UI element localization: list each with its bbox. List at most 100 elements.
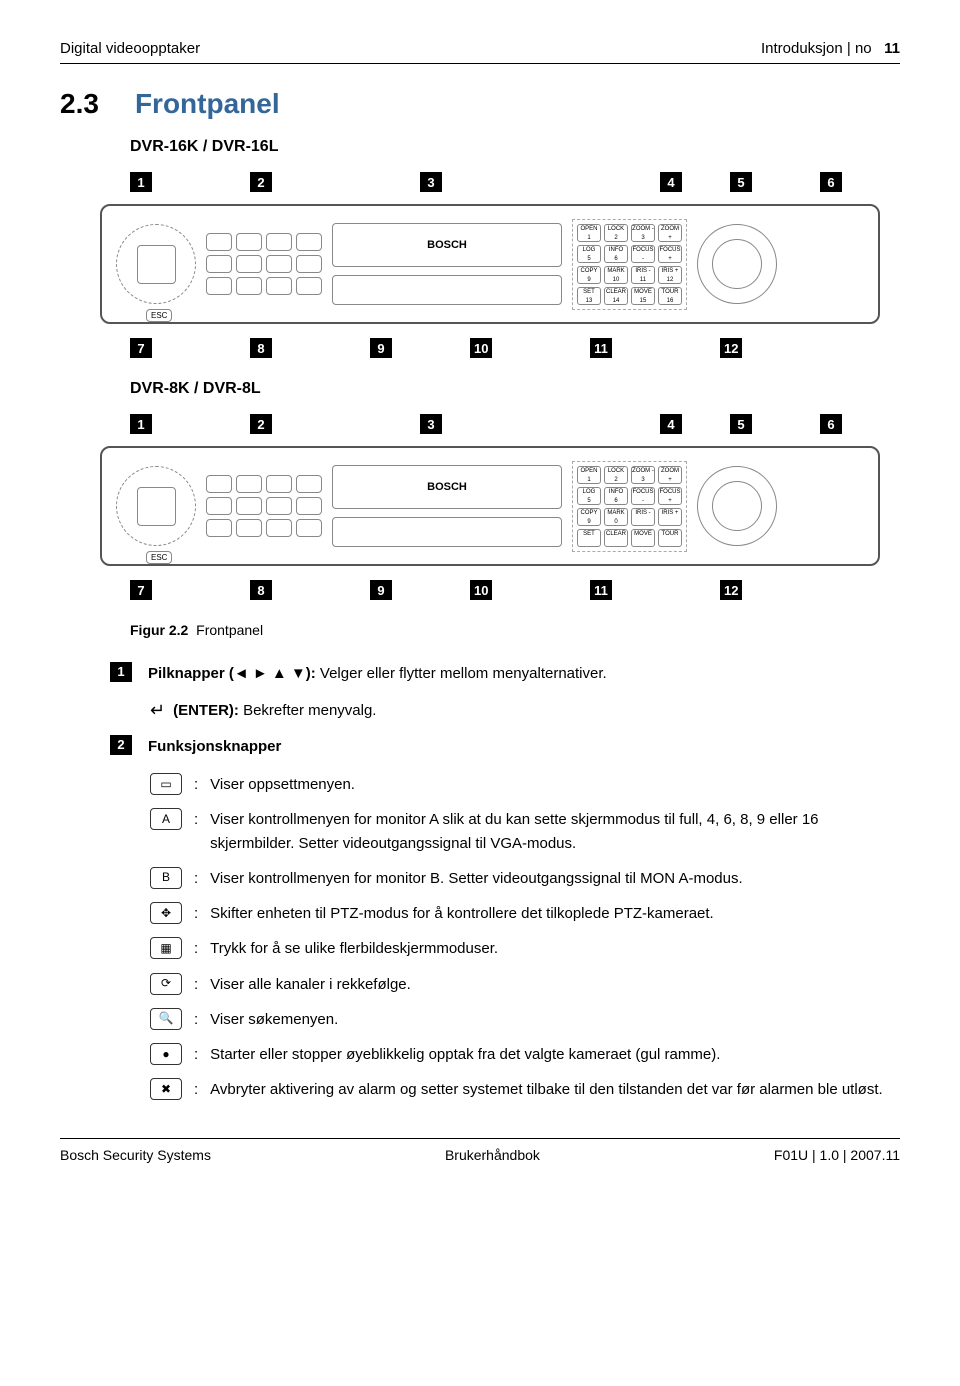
- func-btn[interactable]: [296, 277, 322, 295]
- keypad-key[interactable]: FOCUS -7: [631, 245, 655, 263]
- keypad-key[interactable]: COPY9: [577, 508, 601, 526]
- keypad-key[interactable]: ZOOM -3: [631, 466, 655, 484]
- section-title: Frontpanel: [135, 88, 280, 120]
- keypad-key[interactable]: IRIS +: [658, 508, 682, 526]
- callout-number: 9: [370, 338, 392, 358]
- keypad-key[interactable]: MOVE: [631, 529, 655, 547]
- model-b-title: DVR-8K / DVR-8L: [130, 380, 900, 398]
- callout-number: 11: [590, 580, 612, 600]
- keypad-key[interactable]: SET: [577, 529, 601, 547]
- keypad-key[interactable]: LOCK2: [604, 466, 628, 484]
- device-panel-8: ESC BOSCH OPEN1LOCK2ZOOM -3ZOOM +4LOG5IN…: [100, 446, 880, 566]
- keypad-key[interactable]: CLEAR14: [604, 287, 628, 305]
- func-btn[interactable]: [266, 519, 292, 537]
- keypad-key[interactable]: TOUR16: [658, 287, 682, 305]
- keypad-key[interactable]: TOUR: [658, 529, 682, 547]
- func-btn[interactable]: [266, 475, 292, 493]
- jog-dial[interactable]: [697, 466, 777, 546]
- func-btn[interactable]: [236, 497, 262, 515]
- callout-number: 1: [130, 172, 152, 192]
- func-btn[interactable]: [206, 233, 232, 251]
- device-panel-16: ESC BOSCH OPEN1LOCK2ZOOM -3ZOOM +4 LOG5IN…: [100, 204, 880, 324]
- keypad-key[interactable]: LOG5: [577, 487, 601, 505]
- func-btn[interactable]: [236, 255, 262, 273]
- func-btn[interactable]: [236, 233, 262, 251]
- keypad-key[interactable]: MARK10: [604, 266, 628, 284]
- keypad-key[interactable]: LOG5: [577, 245, 601, 263]
- usb-panel: [332, 517, 562, 547]
- func-btn[interactable]: [296, 475, 322, 493]
- keypad-key[interactable]: ZOOM +4: [658, 224, 682, 242]
- keypad-key[interactable]: FOCUS +8: [658, 487, 682, 505]
- keypad-key[interactable]: OPEN1: [577, 466, 601, 484]
- func-text: Trykk for å se ulike flerbildeskjermmodu…: [210, 937, 900, 960]
- func-btn[interactable]: [236, 277, 262, 295]
- keypad-key[interactable]: CLEAR: [604, 529, 628, 547]
- keypad-16: OPEN1LOCK2ZOOM -3ZOOM +4 LOG5INFO6FOCUS -…: [572, 219, 687, 310]
- dpad[interactable]: [116, 466, 196, 546]
- keypad-key[interactable]: LOCK2: [604, 224, 628, 242]
- callout-number: 7: [130, 338, 152, 358]
- keypad-key[interactable]: ZOOM -3: [631, 224, 655, 242]
- func-button-icon: ▦: [150, 937, 182, 959]
- description-list: 1 Pilknapper (◄ ► ▲ ▼): Velger eller fly…: [110, 662, 900, 686]
- footer-right: F01U | 1.0 | 2007.11: [774, 1147, 900, 1163]
- func-btn[interactable]: [266, 497, 292, 515]
- keypad-key[interactable]: INFO6: [604, 245, 628, 263]
- jog-dial[interactable]: [697, 224, 777, 304]
- callout-number: 10: [470, 338, 492, 358]
- func-btn[interactable]: [236, 475, 262, 493]
- callout-number: 2: [250, 172, 272, 192]
- func-button-icon: B: [150, 867, 182, 889]
- keypad-key[interactable]: MARK0: [604, 508, 628, 526]
- keypad-key[interactable]: IRIS -11: [631, 266, 655, 284]
- func-btn[interactable]: [296, 519, 322, 537]
- keypad-key[interactable]: SET13: [577, 287, 601, 305]
- keypad-key[interactable]: OPEN1: [577, 224, 601, 242]
- func-btn[interactable]: [266, 277, 292, 295]
- esc-button[interactable]: ESC: [146, 551, 172, 564]
- func-btn[interactable]: [266, 255, 292, 273]
- keypad-8: OPEN1LOCK2ZOOM -3ZOOM +4 LOG5INFO6FOCUS -…: [572, 461, 687, 552]
- func-btn[interactable]: [296, 497, 322, 515]
- func-btn[interactable]: [206, 255, 232, 273]
- function-button-grid: [206, 233, 322, 295]
- callouts-top-b: 123456: [100, 414, 900, 436]
- dpad[interactable]: [116, 224, 196, 304]
- func-text: Viser søkemenyen.: [210, 1008, 900, 1031]
- func-button-icon: ▭: [150, 773, 182, 795]
- keypad-key[interactable]: COPY9: [577, 266, 601, 284]
- func-btn[interactable]: [206, 475, 232, 493]
- description-list-2: 2 Funksjonsknapper: [110, 735, 900, 759]
- func-btn[interactable]: [206, 277, 232, 295]
- keypad-key[interactable]: FOCUS -7: [631, 487, 655, 505]
- brand-logo: BOSCH: [427, 239, 467, 251]
- func-item: ▦:Trykk for å se ulike flerbildeskjermmo…: [150, 937, 900, 960]
- func-button-icon: ✖: [150, 1078, 182, 1100]
- keypad-key[interactable]: ZOOM +4: [658, 466, 682, 484]
- esc-button[interactable]: ESC: [146, 309, 172, 322]
- callout-number: 8: [250, 580, 272, 600]
- page-footer: Bosch Security Systems Brukerhåndbok F01…: [60, 1138, 900, 1163]
- func-btn[interactable]: [206, 519, 232, 537]
- func-item: ▭:Viser oppsettmenyen.: [150, 773, 900, 796]
- keypad-key[interactable]: IRIS -: [631, 508, 655, 526]
- keypad-key[interactable]: INFO6: [604, 487, 628, 505]
- keypad-key[interactable]: FOCUS +8: [658, 245, 682, 263]
- func-btn[interactable]: [206, 497, 232, 515]
- func-btn[interactable]: [266, 233, 292, 251]
- keypad-key[interactable]: IRIS +12: [658, 266, 682, 284]
- header-left: Digital videoopptaker: [60, 40, 200, 57]
- callout-number: 12: [720, 580, 742, 600]
- optical-drive: BOSCH: [332, 223, 562, 267]
- keypad-key[interactable]: MOVE15: [631, 287, 655, 305]
- page-header: Digital videoopptaker Introduksjon | no …: [60, 40, 900, 64]
- func-btn[interactable]: [236, 519, 262, 537]
- func-item: ✥:Skifter enheten til PTZ-modus for å ko…: [150, 902, 900, 925]
- footer-center: Brukerhåndbok: [445, 1147, 540, 1163]
- func-text: Viser kontrollmenyen for monitor B. Sett…: [210, 867, 900, 890]
- callout-number: 4: [660, 414, 682, 434]
- func-btn[interactable]: [296, 255, 322, 273]
- func-btn[interactable]: [296, 233, 322, 251]
- func-button-icon: A: [150, 808, 182, 830]
